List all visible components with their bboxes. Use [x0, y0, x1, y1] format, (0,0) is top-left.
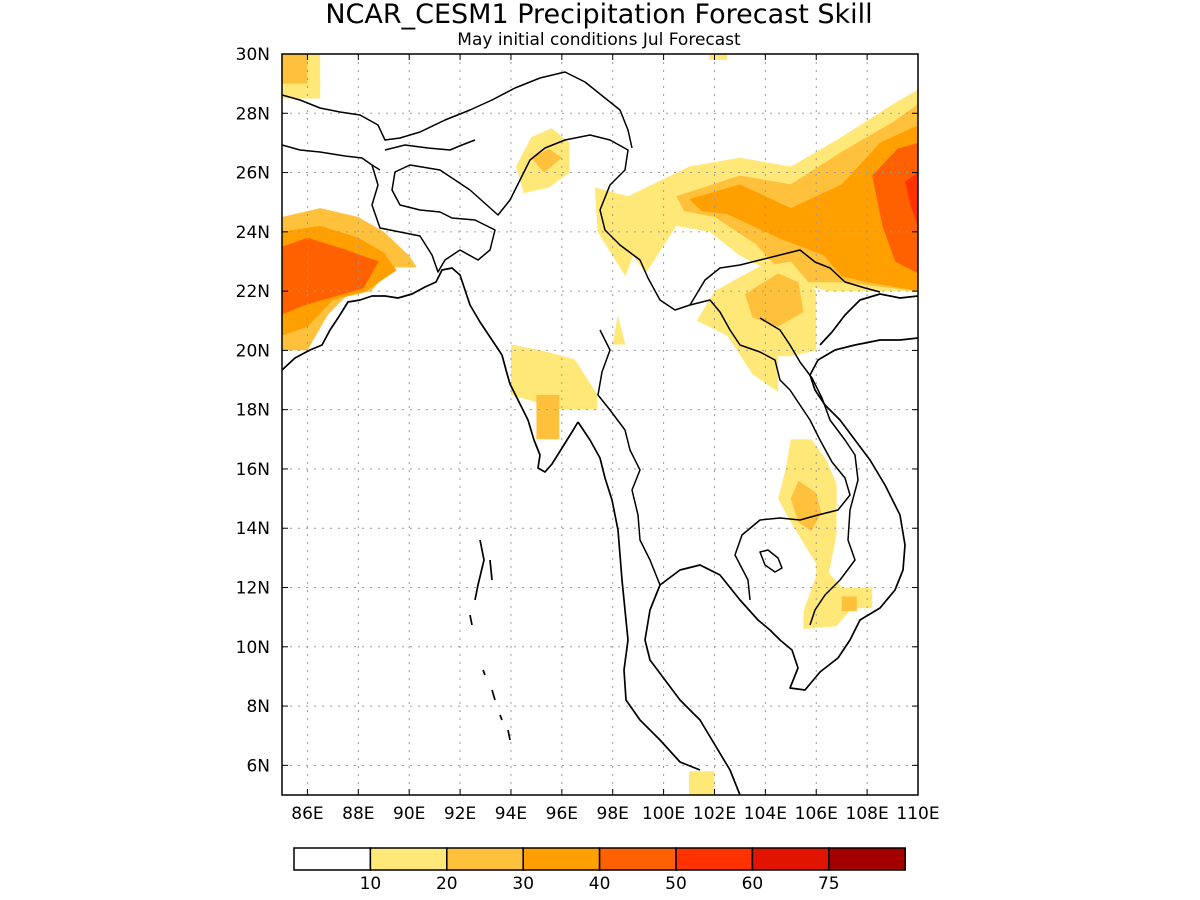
y-tick-label: 20N: [236, 341, 270, 361]
x-tick-label: 100E: [642, 804, 685, 824]
nicobar-islands: [483, 670, 510, 740]
andaman-islands: [470, 540, 492, 625]
colorbar-swatch: [676, 848, 752, 870]
x-tick-label: 104E: [744, 804, 787, 824]
colorbar-swatch: [370, 848, 446, 870]
y-tick-label: 10N: [236, 638, 270, 658]
y-tick-label: 12N: [236, 579, 270, 599]
colorbar-swatch: [829, 848, 905, 870]
x-tick-label: 86E: [291, 804, 323, 824]
x-tick-label: 88E: [342, 804, 374, 824]
y-tick-label: 30N: [236, 45, 270, 65]
y-tick-label: 18N: [236, 401, 270, 421]
bhutan-border: [385, 140, 475, 150]
colorbar-label: 75: [818, 874, 840, 894]
x-tick-label: 106E: [795, 804, 838, 824]
colorbar-label: 10: [360, 874, 382, 894]
skill-region-mekong-south: [842, 596, 857, 611]
skill-region-north-top-strip: [709, 54, 727, 60]
tonle-sap: [760, 550, 782, 572]
colorbar: 10 20 30 40 50 60 75: [294, 848, 905, 894]
myanmar-thailand-border: [598, 330, 660, 585]
colorbar-label: 60: [742, 874, 764, 894]
skill-region-shan-tip: [613, 315, 626, 345]
vietnam-gulf-coast: [820, 294, 918, 345]
colorbar-label: 40: [589, 874, 611, 894]
skill-region-arakan-core: [536, 395, 559, 439]
x-tick-label: 110E: [896, 804, 939, 824]
y-tick-label: 24N: [236, 223, 270, 243]
x-tick-label: 94E: [495, 804, 527, 824]
x-tick-label: 102E: [693, 804, 736, 824]
colorbar-swatch: [752, 848, 828, 870]
colorbar-swatch: [447, 848, 523, 870]
skill-region-mekong-strip: [778, 439, 872, 629]
x-tick-label: 92E: [444, 804, 476, 824]
chart-title: NCAR_CESM1 Precipitation Forecast Skill: [325, 0, 872, 30]
colorbar-swatch: [600, 848, 676, 870]
y-tick-label: 14N: [236, 519, 270, 539]
colorbar-label: 20: [436, 874, 458, 894]
y-tick-label: 28N: [236, 104, 270, 124]
chart-subtitle: May initial conditions Jul Forecast: [457, 30, 741, 50]
y-tick-label: 22N: [236, 282, 270, 302]
y-tick-label: 6N: [246, 756, 270, 776]
colorbar-swatch: [523, 848, 599, 870]
x-tick-label: 96E: [546, 804, 578, 824]
y-tick-label: 16N: [236, 460, 270, 480]
colorbar-label: 30: [512, 874, 534, 894]
y-tick-label: 8N: [246, 697, 270, 717]
colorbar-label: 50: [665, 874, 687, 894]
colorbar-swatch: [294, 848, 370, 870]
x-tick-label: 90E: [393, 804, 425, 824]
y-tick-label: 26N: [236, 164, 270, 184]
skill-region-northwest-corner-core: [282, 54, 307, 84]
x-tick-label: 98E: [597, 804, 629, 824]
x-tick-label: 108E: [846, 804, 889, 824]
skill-region-south-tip: [689, 771, 715, 795]
nepal-south-border: [282, 145, 380, 170]
skill-shading: [282, 54, 918, 795]
